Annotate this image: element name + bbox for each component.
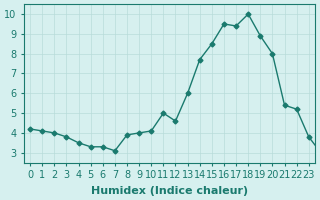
- X-axis label: Humidex (Indice chaleur): Humidex (Indice chaleur): [91, 186, 248, 196]
